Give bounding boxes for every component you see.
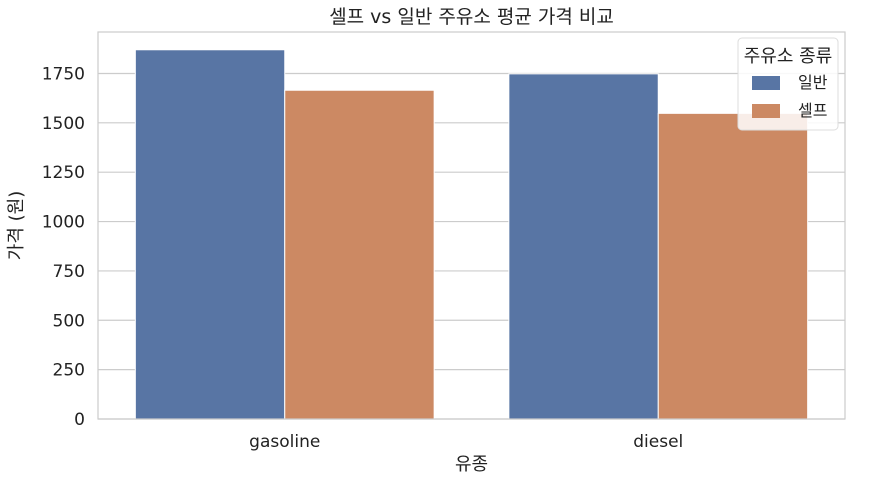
bar-diesel-0: [508, 73, 659, 420]
y-axis-label: 가격 (원): [6, 191, 27, 260]
plot-frame: [97, 31, 846, 420]
y-axis-ticks: 0 250 500 750 1000 1250 1500 1750: [42, 64, 85, 430]
bars: [134, 49, 809, 420]
bar-gasoline-0: [134, 49, 286, 420]
x-tick-label: gasoline: [249, 432, 320, 452]
y-tick-label: 250: [53, 361, 85, 381]
bar-diesel-1: [657, 112, 809, 420]
chart-title: 셀프 vs 일반 주유소 평균 가격 비교: [329, 6, 614, 28]
x-axis-ticks: gasoline diesel: [249, 432, 683, 452]
y-tick-label: 1000: [42, 213, 85, 233]
y-tick-label: 0: [74, 410, 85, 430]
bar-gasoline-1: [284, 89, 435, 420]
legend-label: 일반: [798, 73, 828, 92]
legend-title: 주유소 종류: [744, 46, 833, 67]
legend-swatch: [752, 104, 780, 118]
x-axis-label: 유종: [455, 454, 488, 475]
y-tick-label: 1500: [42, 114, 85, 134]
y-tick-label: 1250: [42, 163, 85, 183]
legend-label: 셀프: [798, 101, 827, 120]
y-tick-label: 750: [53, 262, 85, 282]
x-tick-label: diesel: [633, 432, 683, 452]
legend-swatch: [752, 76, 780, 90]
y-tick-label: 1750: [42, 64, 85, 84]
y-tick-label: 500: [53, 311, 85, 331]
